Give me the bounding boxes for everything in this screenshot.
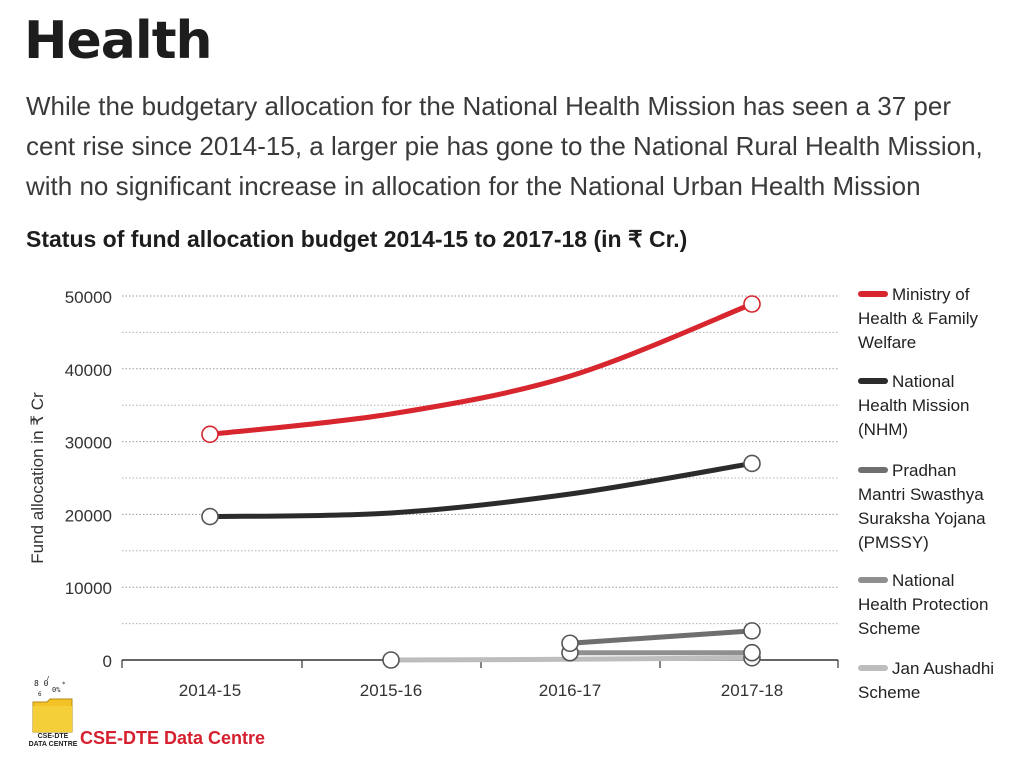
legend-text: Welfare xyxy=(858,333,917,352)
legend-text: Scheme xyxy=(858,619,921,638)
series-marker xyxy=(561,634,579,653)
legend-swatch xyxy=(858,466,888,473)
svg-text:7: 7 xyxy=(46,676,50,682)
legend-label: Health Protection xyxy=(858,593,1018,617)
legend-text: National xyxy=(892,372,955,391)
svg-text:8 0: 8 0 xyxy=(34,679,49,688)
svg-text:*: * xyxy=(62,681,66,688)
series-marker xyxy=(743,622,761,640)
legend-swatch xyxy=(858,576,888,583)
x-tick-label: 2016-17 xyxy=(539,681,601,700)
page-subtitle: While the budgetary allocation for the N… xyxy=(26,91,983,201)
x-tick-label: 2017-18 xyxy=(721,681,783,700)
legend-label: Jan Aushadhi xyxy=(858,657,1018,681)
svg-text:0%: 0% xyxy=(52,686,61,694)
x-tick-label: 2015-16 xyxy=(360,681,422,700)
legend-item: Pradhan Mantri Swasthya Suraksha Yojana (PM… xyxy=(858,459,1018,555)
folder-data-icon: 8 0 7 0% 6 * xyxy=(32,676,73,733)
legend-text: (NHM) xyxy=(858,420,909,439)
legend-item: National Health Mission (NHM) xyxy=(858,370,1018,442)
legend-label: Suraksha Yojana xyxy=(858,507,1018,531)
y-tick-label: 50000 xyxy=(65,288,112,307)
y-tick-label: 0 xyxy=(103,652,112,671)
legend-swatch xyxy=(858,664,888,671)
y-tick-label: 10000 xyxy=(65,579,112,598)
series-marker xyxy=(743,643,761,662)
legend-text: Health Mission xyxy=(858,396,970,415)
series-line xyxy=(567,628,755,646)
legend-label: Welfare xyxy=(858,331,1018,355)
legend-item: Ministry of Health & Family Welfare xyxy=(858,283,1018,355)
legend-label: Health & Family xyxy=(858,307,1018,331)
logo-caption: CSE-DTE DATA CENTRE xyxy=(28,733,78,748)
legend-text: Suraksha Yojana xyxy=(858,509,986,528)
legend-text: Pradhan xyxy=(892,461,957,480)
y-axis-label: Fund allocation in ₹ Cr xyxy=(28,392,47,564)
legend-text: Health & Family xyxy=(858,309,978,328)
legend-item: National Health Protection Scheme xyxy=(858,569,1018,641)
legend-text: Mantri Swasthya xyxy=(858,485,984,504)
y-tick-label: 30000 xyxy=(65,434,112,453)
legend-label: (NHM) xyxy=(858,418,1018,442)
legend-label: Pradhan xyxy=(858,459,1018,483)
legend-text: Health Protection xyxy=(858,595,989,614)
series-marker xyxy=(382,651,400,669)
legend-label: National xyxy=(858,569,1018,593)
legend-swatch xyxy=(858,290,888,297)
chart-title: Status of fund allocation budget 2014-15… xyxy=(26,226,688,252)
series-marker xyxy=(743,295,761,313)
legend-label: Scheme xyxy=(858,681,1018,705)
legend-text: (PMSSY) xyxy=(858,533,929,552)
page-title: Health xyxy=(24,11,213,71)
x-tick-label: 2014-15 xyxy=(179,681,241,700)
legend-text: Jan Aushadhi xyxy=(892,659,995,678)
series-line xyxy=(207,301,755,437)
legend-text: National xyxy=(892,571,955,590)
legend-label: Mantri Swasthya xyxy=(858,483,1018,507)
y-tick-label: 20000 xyxy=(65,506,112,525)
y-tick-label: 40000 xyxy=(65,361,112,380)
series-marker xyxy=(743,454,761,473)
svg-text:6: 6 xyxy=(38,691,42,698)
legend-item: Jan Aushadhi Scheme xyxy=(858,657,1018,705)
legend-text: Ministry of xyxy=(892,285,970,304)
legend-label: National xyxy=(858,370,1018,394)
legend-label: Ministry of xyxy=(858,283,1018,307)
series-marker xyxy=(201,507,219,526)
legend-label: Scheme xyxy=(858,617,1018,641)
series-marker xyxy=(201,425,219,444)
legend-label: Health Mission xyxy=(858,394,1018,418)
legend-swatch xyxy=(858,377,888,384)
legend-text: Scheme xyxy=(858,683,921,702)
legend-label: (PMSSY) xyxy=(858,531,1018,555)
source-label: CSE-DTE Data Centre xyxy=(80,728,266,748)
series-line xyxy=(207,460,755,520)
